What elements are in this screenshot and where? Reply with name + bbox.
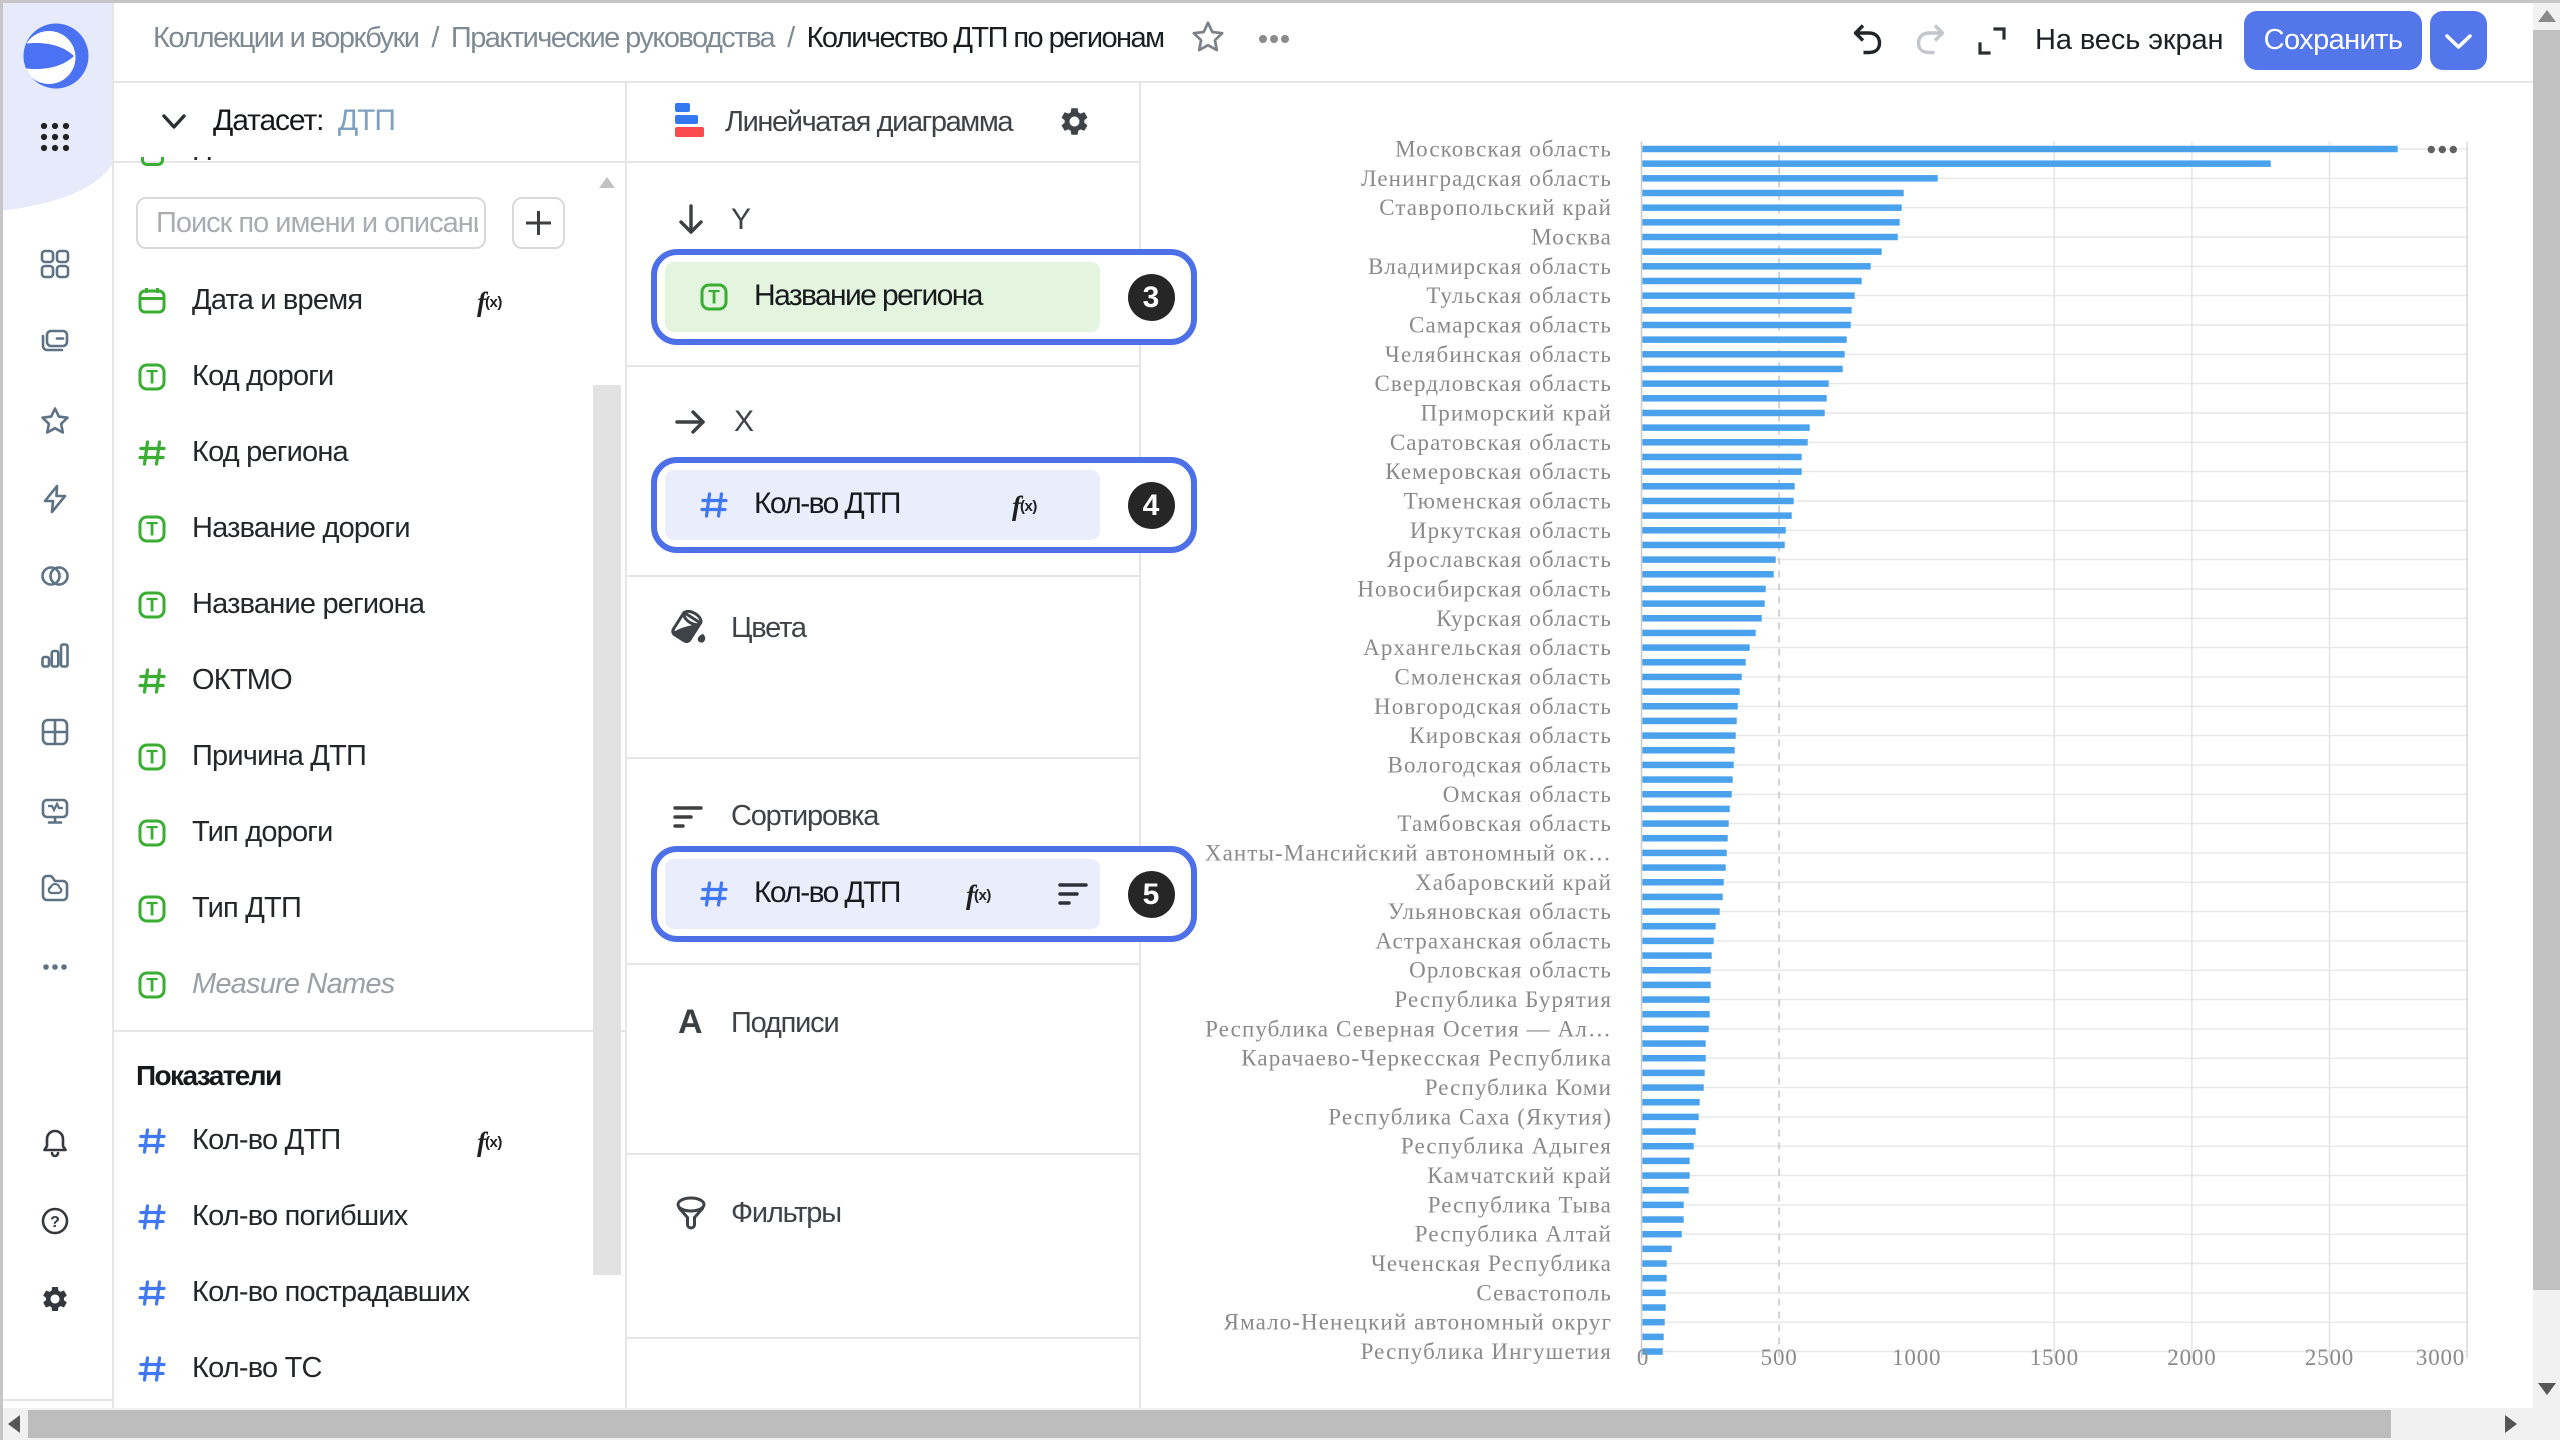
svg-text:Ленинградская область: Ленинградская область [1361, 166, 1612, 191]
svg-text:Омская область: Омская область [1443, 782, 1612, 807]
svg-text:T: T [146, 520, 158, 541]
svg-text:1500: 1500 [2030, 1345, 2079, 1370]
svg-text:Ярославская область: Ярославская область [1387, 547, 1612, 572]
svg-text:Тюменская область: Тюменская область [1404, 489, 1612, 514]
svg-text:Кемеровская область: Кемеровская область [1385, 459, 1612, 484]
svg-text:Республика Алтай: Республика Алтай [1415, 1222, 1612, 1247]
svg-text:Ульяновская область: Ульяновская область [1388, 899, 1612, 924]
svg-text:Карачаево-Черкесская Республик: Карачаево-Черкесская Республика [1241, 1046, 1612, 1071]
svg-text:Саратовская область: Саратовская область [1390, 430, 1612, 455]
svg-text:Ханты-Мансийский автономный ок: Ханты-Мансийский автономный ок… [1205, 840, 1612, 865]
svg-text:Астраханская область: Астраханская область [1375, 928, 1612, 953]
svg-text:Тамбовская область: Тамбовская область [1397, 811, 1612, 836]
svg-text:2000: 2000 [2167, 1345, 2216, 1370]
svg-text:Республика Ингушетия: Республика Ингушетия [1361, 1339, 1612, 1364]
svg-text:T: T [708, 288, 720, 309]
svg-text:Республика Бурятия: Республика Бурятия [1394, 987, 1612, 1012]
svg-text:Ставропольский край: Ставропольский край [1379, 195, 1612, 220]
svg-text:Курская область: Курская область [1436, 606, 1612, 631]
svg-text:Ямало-Ненецкий автономный окру: Ямало-Ненецкий автономный округ [1224, 1310, 1612, 1335]
svg-text:Челябинская область: Челябинская область [1385, 342, 1612, 367]
svg-text:Республика Тыва: Республика Тыва [1428, 1192, 1612, 1217]
svg-text:Владимирская область: Владимирская область [1368, 254, 1612, 279]
svg-text:Республика Адыгея: Республика Адыгея [1401, 1134, 1612, 1159]
svg-text:Москва: Москва [1531, 225, 1612, 250]
svg-text:Архангельская область: Архангельская область [1363, 635, 1612, 660]
svg-text:T: T [146, 824, 158, 845]
svg-text:Чеченская Республика: Чеченская Республика [1371, 1251, 1612, 1276]
svg-text:Иркутская область: Иркутская область [1410, 518, 1612, 543]
svg-text:Республика Коми: Республика Коми [1425, 1075, 1612, 1100]
svg-text:Севастополь: Севастополь [1476, 1280, 1612, 1305]
svg-text:Хабаровский край: Хабаровский край [1415, 870, 1612, 895]
svg-text:Приморский край: Приморский край [1421, 401, 1612, 426]
svg-text:Тульская область: Тульская область [1426, 283, 1612, 308]
svg-text:Самарская область: Самарская область [1409, 313, 1612, 338]
svg-text:Новосибирская область: Новосибирская область [1357, 577, 1612, 602]
svg-text:Новгородская область: Новгородская область [1374, 694, 1612, 719]
svg-text:500: 500 [1761, 1345, 1798, 1370]
svg-text:T: T [146, 976, 158, 997]
svg-text:Московская область: Московская область [1395, 137, 1612, 162]
svg-text:T: T [146, 368, 158, 389]
svg-text:?: ? [50, 1214, 60, 1231]
svg-text:0: 0 [1637, 1345, 1649, 1370]
svg-text:Орловская область: Орловская область [1409, 958, 1612, 983]
svg-text:2500: 2500 [2305, 1345, 2354, 1370]
svg-text:3000: 3000 [2416, 1345, 2465, 1370]
svg-text:Вологодская область: Вологодская область [1388, 752, 1612, 777]
svg-text:T: T [146, 748, 158, 769]
svg-text:Свердловская область: Свердловская область [1374, 371, 1612, 396]
svg-text:1000: 1000 [1892, 1345, 1941, 1370]
svg-text:T: T [146, 900, 158, 921]
svg-text:Смоленская область: Смоленская область [1394, 664, 1612, 689]
svg-text:Республика Северная Осетия — А: Республика Северная Осетия — Ал… [1205, 1016, 1612, 1041]
svg-text:Камчатский край: Камчатский край [1427, 1163, 1612, 1188]
svg-text:T: T [146, 596, 158, 617]
svg-text:Кировская область: Кировская область [1409, 723, 1612, 748]
svg-text:Республика Саха (Якутия): Республика Саха (Якутия) [1328, 1104, 1612, 1129]
